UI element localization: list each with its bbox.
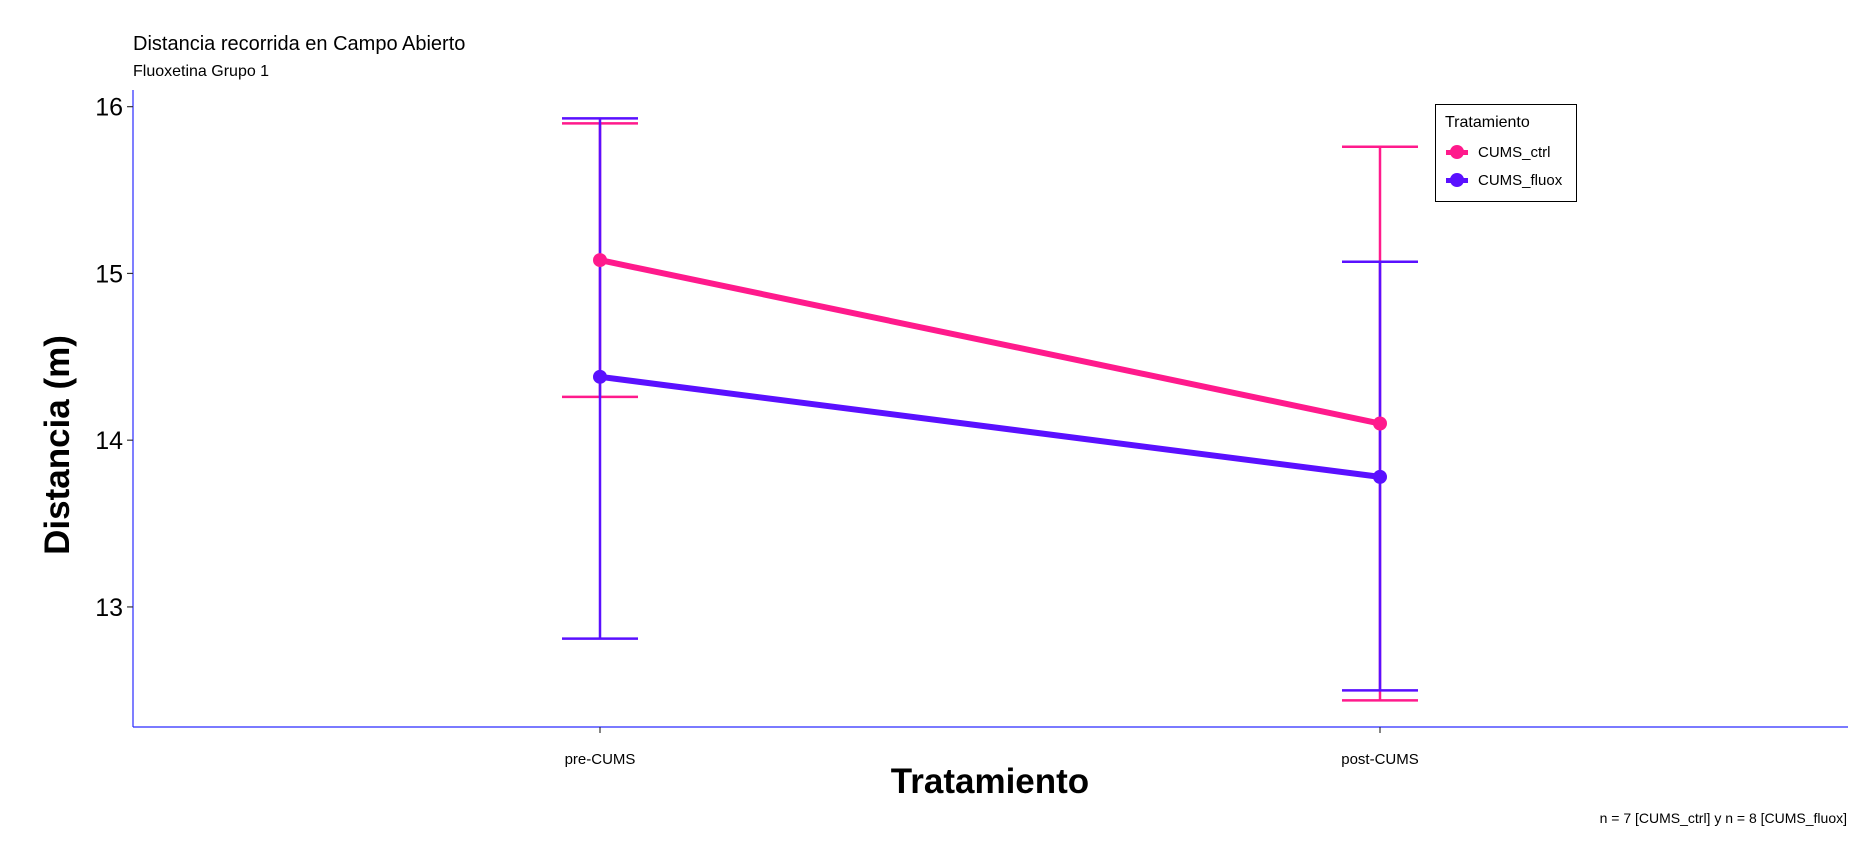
x-axis-label: Tratamiento xyxy=(890,762,1090,801)
legend: Tratamiento CUMS_ctrl CUMS_fluox xyxy=(1435,104,1577,202)
chart-caption: n = 7 [CUMS_ctrl] y n = 8 [CUMS_fluox] xyxy=(1599,810,1847,826)
data-point xyxy=(593,369,607,384)
chart-title: Distancia recorrida en Campo Abierto xyxy=(133,33,466,55)
data-point xyxy=(1373,469,1387,484)
y-tick-label: 13 xyxy=(95,594,123,622)
y-tick-label: 15 xyxy=(95,260,123,288)
y-tick-label: 16 xyxy=(95,94,123,122)
data-point xyxy=(1373,416,1387,431)
legend-item-cums-fluox: CUMS_fluox xyxy=(1444,169,1562,191)
legend-label: CUMS_fluox xyxy=(1478,171,1563,189)
series-line-cums-fluox xyxy=(597,373,1383,480)
legend-title: Tratamiento xyxy=(1445,114,1530,131)
x-tick-label: pre-CUMS xyxy=(565,751,636,768)
legend-label: CUMS_ctrl xyxy=(1478,143,1551,161)
chart-subtitle: Fluoxetina Grupo 1 xyxy=(133,63,270,80)
legend-key-cums-fluox xyxy=(1444,169,1470,191)
y-tick-label: 14 xyxy=(95,427,123,455)
x-tick-label: post-CUMS xyxy=(1341,751,1419,768)
legend-item-cums-ctrl: CUMS_ctrl xyxy=(1444,141,1551,163)
series-line-cums-ctrl xyxy=(597,257,1383,427)
legend-key-cums-ctrl xyxy=(1444,141,1470,163)
data-point xyxy=(593,253,607,268)
